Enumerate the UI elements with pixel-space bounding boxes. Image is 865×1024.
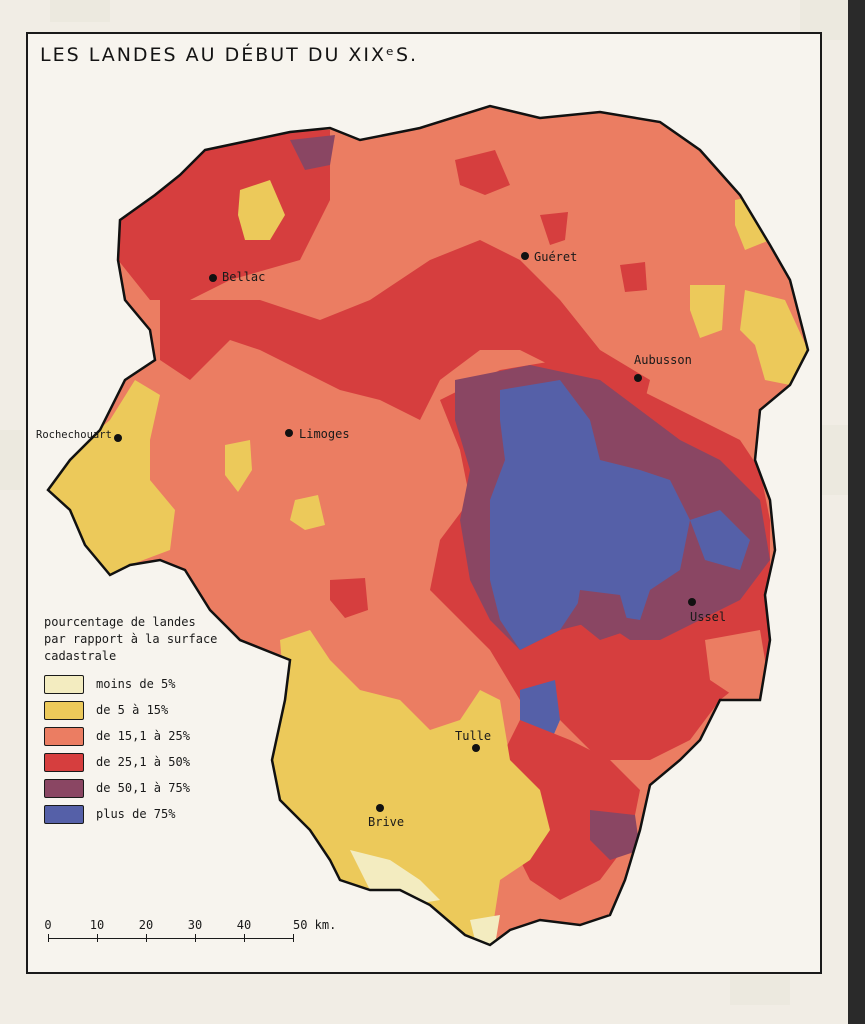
- legend-swatch: [44, 726, 84, 746]
- zone-5-15: [238, 180, 285, 240]
- zone-5-15: [48, 380, 175, 575]
- city-dot: [634, 374, 642, 382]
- city-dot: [521, 252, 529, 260]
- city-label: Rochechouart: [36, 429, 112, 441]
- zone-over-75: [490, 380, 690, 650]
- legend-label: de 50,1 à 75%: [96, 781, 190, 795]
- legend-swatch: [44, 700, 84, 720]
- zone-25-50: [330, 578, 368, 618]
- city-dot: [114, 434, 122, 442]
- zone-25-50: [620, 262, 647, 292]
- tape-strip: [50, 0, 110, 22]
- city-dot: [472, 744, 480, 752]
- zone-50-75: [290, 135, 335, 170]
- city-dot: [285, 429, 293, 437]
- scale-tick-label: 20: [138, 918, 154, 932]
- legend-item: de 15,1 à 25%: [44, 723, 264, 749]
- scale-bar: 0 10 20 30 40 50 km.: [40, 918, 340, 948]
- city-dot: [376, 804, 384, 812]
- scale-tick-label: 30: [187, 918, 203, 932]
- scale-tick-label: 40: [236, 918, 252, 932]
- region-outline: [46, 104, 810, 947]
- zone-over-75: [690, 510, 750, 570]
- city-label: Limoges: [299, 427, 350, 441]
- scale-tick: [244, 934, 245, 942]
- zone-25-50: [455, 150, 510, 195]
- legend-swatch: [44, 804, 84, 824]
- city-dot: [688, 598, 696, 606]
- zone-5-15: [272, 630, 550, 945]
- scale-tick-label: 10: [89, 918, 105, 932]
- zone-50-75: [590, 810, 640, 860]
- legend-swatch: [44, 674, 84, 694]
- legend-item: de 50,1 à 75%: [44, 775, 264, 801]
- legend-label: de 25,1 à 50%: [96, 755, 190, 769]
- zone-under-5: [350, 850, 440, 905]
- tape-strip: [818, 425, 848, 495]
- zone-25-50: [540, 212, 568, 245]
- scale-tick: [195, 934, 196, 942]
- zone-15-25: [705, 630, 770, 700]
- zone-5-15: [690, 285, 725, 338]
- legend-label: de 15,1 à 25%: [96, 729, 190, 743]
- zone-25-50: [160, 240, 650, 420]
- city-label: Brive: [368, 815, 404, 829]
- legend-item: de 25,1 à 50%: [44, 749, 264, 775]
- city-markers: Bellac Guéret Aubusson Rochechouart Limo…: [36, 250, 726, 829]
- tape-strip: [730, 975, 790, 1005]
- tape-strip: [0, 430, 24, 490]
- scale-tick-label: 0: [44, 918, 52, 932]
- city-dot: [209, 274, 217, 282]
- scale-tick-label: 50 km.: [293, 918, 337, 932]
- zone-under-5: [470, 915, 500, 945]
- zone-50-75: [575, 590, 630, 640]
- zone-5-15: [290, 495, 325, 530]
- scale-tick: [48, 934, 49, 942]
- legend-title: pourcentage de landes par rapport à la s…: [44, 615, 218, 663]
- scale-line: [48, 938, 294, 939]
- legend-label: de 5 à 15%: [96, 703, 169, 717]
- legend-swatch: [44, 752, 84, 772]
- city-label: Bellac: [222, 270, 265, 284]
- legend-label: moins de 5%: [96, 677, 176, 691]
- legend-item: plus de 75%: [44, 801, 264, 827]
- legend-swatch: [44, 778, 84, 798]
- city-label: Ussel: [690, 610, 726, 624]
- scale-tick: [146, 934, 147, 942]
- zone-5-15: [740, 290, 808, 385]
- legend-item: moins de 5%: [44, 671, 264, 697]
- legend: pourcentage de landes par rapport à la s…: [44, 614, 264, 827]
- map-title: LES LANDES AU DÉBUT DU XIXᵉS.: [40, 44, 419, 66]
- city-label: Guéret: [534, 250, 577, 264]
- city-label: Tulle: [455, 729, 491, 743]
- city-label: Aubusson: [634, 353, 692, 367]
- scale-tick: [97, 934, 98, 942]
- legend-label: plus de 75%: [96, 807, 176, 821]
- zone-5-15: [225, 440, 252, 492]
- legend-item: de 5 à 15%: [44, 697, 264, 723]
- scale-tick: [293, 934, 294, 942]
